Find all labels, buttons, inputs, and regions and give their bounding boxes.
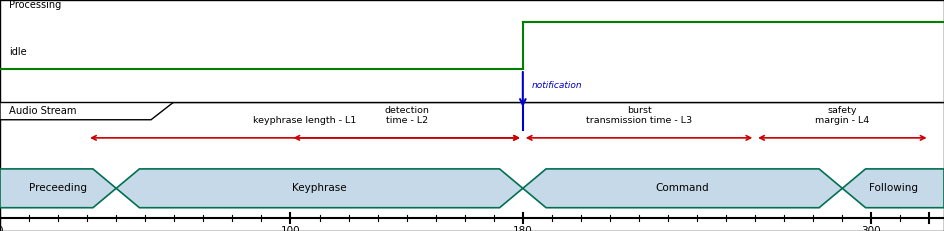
Polygon shape bbox=[116, 169, 523, 208]
Polygon shape bbox=[0, 102, 175, 120]
Text: detection
time - L2: detection time - L2 bbox=[384, 106, 430, 125]
Text: 100: 100 bbox=[280, 226, 300, 231]
Text: 180: 180 bbox=[513, 226, 532, 231]
Text: notification: notification bbox=[531, 81, 582, 90]
Text: burst
transmission time - L3: burst transmission time - L3 bbox=[586, 106, 692, 125]
Polygon shape bbox=[842, 169, 944, 208]
Text: Command: Command bbox=[656, 183, 709, 193]
Text: Preceeding: Preceeding bbox=[29, 183, 87, 193]
Text: keyphrase length - L1: keyphrase length - L1 bbox=[253, 116, 357, 125]
Text: 0: 0 bbox=[0, 226, 3, 231]
Text: Processing: Processing bbox=[8, 0, 61, 10]
Text: idle: idle bbox=[8, 47, 26, 57]
Polygon shape bbox=[523, 169, 842, 208]
Text: Keyphrase: Keyphrase bbox=[293, 183, 346, 193]
Text: Following: Following bbox=[868, 183, 918, 193]
Text: safety
margin - L4: safety margin - L4 bbox=[816, 106, 869, 125]
Text: 300: 300 bbox=[862, 226, 881, 231]
Polygon shape bbox=[0, 169, 116, 208]
Text: Audio Stream: Audio Stream bbox=[8, 106, 76, 116]
